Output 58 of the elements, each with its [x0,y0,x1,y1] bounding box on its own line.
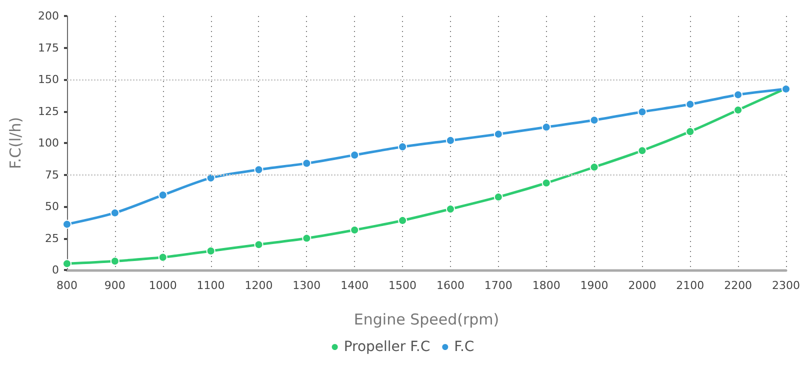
y-tick-label: 125 [38,104,59,118]
legend-label: Propeller F.C [344,339,430,355]
point [638,107,647,116]
x-tick-label: 1400 [340,279,369,292]
y-tick-label: 100 [38,136,59,150]
x-tick-label: 1000 [148,279,177,292]
x-tick-label: 2000 [628,279,656,292]
x-tick-label: 900 [104,279,126,292]
point [494,130,503,139]
point [638,146,647,156]
point [398,216,408,225]
y-tick-label: 75 [45,168,59,182]
point [158,252,168,262]
point [62,259,72,268]
y-axis-title: F.C(l/h) [6,117,24,169]
point [542,178,551,188]
point [254,240,264,250]
x-tick-label: 1500 [388,279,417,292]
x-tick-label: 1700 [484,279,512,292]
y-tick-label: 150 [38,73,59,86]
point [446,136,455,145]
point [686,100,695,109]
x-tick-label: 800 [56,279,78,292]
y-tick-label: 25 [45,232,59,245]
x-tick-label: 2300 [772,279,800,292]
point [302,234,312,243]
point [398,142,408,152]
point [206,173,216,182]
point [686,127,695,136]
point [590,116,599,125]
y-tick-label: 200 [38,10,59,22]
point [158,190,168,200]
y-tick-label: 50 [45,200,59,213]
y-tick-label: 175 [38,41,59,54]
x-tick-label: 2200 [724,279,752,292]
y-tick-label: 0 [52,264,59,276]
x-tick-label: 2100 [676,279,704,292]
point [302,158,312,168]
point [734,105,743,114]
x-tick-label: 1900 [580,279,608,292]
x-tick-label: 1600 [436,279,464,292]
point [734,90,743,100]
x-tick-label: 1100 [196,279,225,292]
point [446,204,455,214]
point [110,208,120,218]
point [590,162,599,172]
point [110,256,120,266]
point [206,246,216,256]
x-axis-title: Engine Speed(rpm) [354,310,500,328]
x-tick-label: 1200 [244,279,273,292]
point [350,150,360,160]
x-tick-label: 1800 [532,279,560,292]
point [542,122,551,132]
x-tick-label: 1300 [292,279,321,292]
legend-label: F.C [454,339,474,355]
point [62,220,72,229]
point [254,165,264,174]
point [350,225,360,234]
